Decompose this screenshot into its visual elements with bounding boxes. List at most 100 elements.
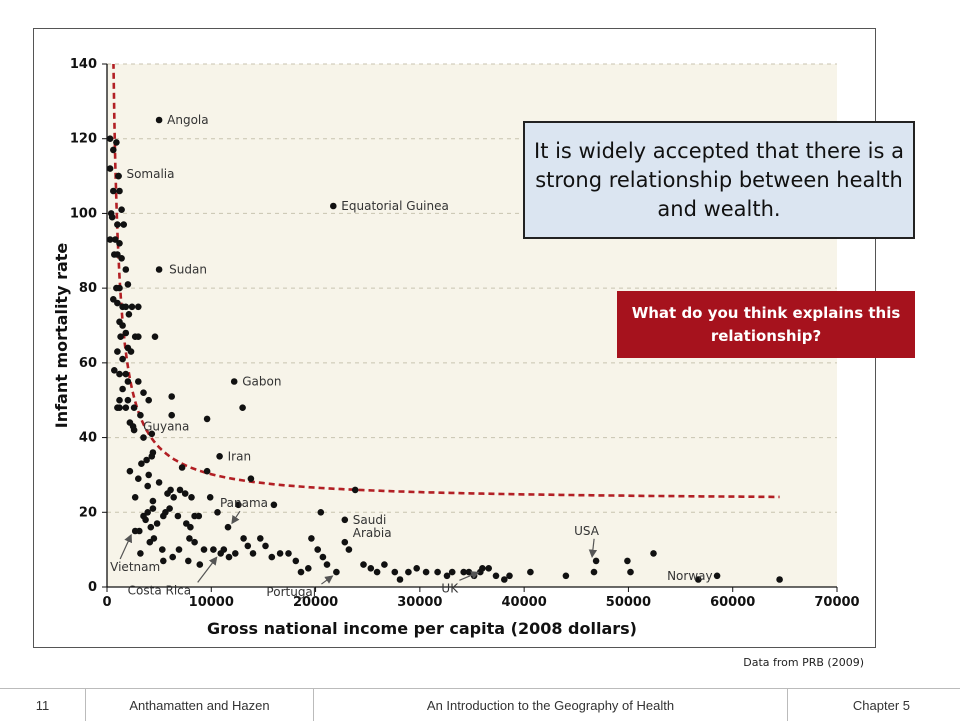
data-point xyxy=(119,355,126,363)
labeled-point xyxy=(341,516,349,524)
x-tick-label: 60000 xyxy=(710,595,755,610)
point-label: Panama xyxy=(220,496,268,510)
point-label: Somalia xyxy=(126,167,174,181)
data-point xyxy=(140,389,147,397)
data-point xyxy=(170,494,177,501)
labeled-point xyxy=(330,202,337,210)
footer-book-title: An Introduction to the Geography of Heal… xyxy=(314,689,788,721)
data-point xyxy=(125,311,133,318)
data-point xyxy=(448,568,456,576)
point-label: USA xyxy=(574,524,600,538)
data-point xyxy=(244,542,252,550)
data-point xyxy=(138,460,145,468)
annotation-arrow xyxy=(321,575,334,585)
point-label: Guyana xyxy=(143,419,189,433)
data-point xyxy=(285,550,292,557)
data-point xyxy=(367,565,375,572)
point-annotations: Angola Somalia Equatorial Guinea Sudan Gabon… xyxy=(110,113,712,599)
data-point xyxy=(268,553,276,561)
data-point xyxy=(203,415,211,423)
point-label: Saudi xyxy=(353,513,387,527)
data-point xyxy=(196,561,204,568)
labeled-point xyxy=(216,453,223,460)
data-point xyxy=(422,568,430,576)
data-point xyxy=(276,550,284,557)
data-point xyxy=(314,546,322,553)
labeled-point xyxy=(479,565,486,572)
data-point xyxy=(130,404,138,412)
data-point xyxy=(501,576,508,583)
data-point xyxy=(650,550,657,557)
question-box: What do you think explains this relation… xyxy=(617,291,915,358)
data-point xyxy=(114,251,121,258)
data-point xyxy=(506,572,513,580)
data-point xyxy=(147,523,155,531)
data-point xyxy=(122,266,130,273)
data-point xyxy=(297,568,305,576)
point-label: Vietnam xyxy=(110,560,160,574)
data-point xyxy=(113,139,120,146)
point-label: Iran xyxy=(228,449,251,463)
data-point xyxy=(144,482,151,490)
data-point xyxy=(391,568,399,576)
data-point xyxy=(155,479,163,486)
data-point xyxy=(114,299,121,307)
labeled-point xyxy=(333,568,340,576)
data-point xyxy=(160,557,167,565)
y-tick-label: 40 xyxy=(79,431,97,446)
data-point xyxy=(149,505,157,512)
data-point xyxy=(127,348,135,355)
data-point xyxy=(624,557,631,565)
x-tick-label: 20000 xyxy=(293,595,338,610)
data-point xyxy=(187,523,194,531)
data-point xyxy=(247,475,255,483)
data-point xyxy=(143,456,150,464)
data-point xyxy=(341,538,349,546)
data-point xyxy=(166,505,173,512)
data-point xyxy=(137,411,144,419)
data-point xyxy=(492,572,500,580)
source-note: Data from PRB (2009) xyxy=(743,656,864,669)
data-point xyxy=(181,490,189,497)
point-label: Portugal xyxy=(266,585,316,599)
data-point xyxy=(185,557,192,565)
data-point xyxy=(116,240,123,247)
data-point xyxy=(210,546,217,553)
labeled-point xyxy=(713,572,721,580)
data-point xyxy=(117,333,124,341)
footer-authors: Anthamatten and Hazen xyxy=(86,689,314,721)
data-point xyxy=(235,501,242,509)
data-point xyxy=(214,509,221,516)
x-tick-label: 10000 xyxy=(189,595,234,610)
data-point xyxy=(562,572,570,580)
labeled-point xyxy=(131,527,139,535)
data-point xyxy=(206,494,214,501)
data-point xyxy=(186,535,193,542)
point-label: Sudan xyxy=(169,262,207,276)
data-point xyxy=(149,497,157,505)
point-label: Gabon xyxy=(242,375,281,389)
data-point xyxy=(225,553,233,561)
data-point xyxy=(527,568,534,576)
question-text: What do you think explains this relation… xyxy=(631,303,901,345)
data-point xyxy=(146,538,154,546)
callout-text: It is widely accepted that there is a st… xyxy=(534,138,904,221)
x-tick-label: 30000 xyxy=(397,595,442,610)
data-point xyxy=(590,568,598,576)
point-label: Norway xyxy=(667,569,713,583)
data-point xyxy=(373,568,381,576)
labeled-point xyxy=(115,172,122,180)
data-point xyxy=(122,303,130,311)
data-point xyxy=(405,568,412,576)
data-point xyxy=(323,561,331,568)
trend-line xyxy=(112,64,780,499)
data-point xyxy=(485,565,493,572)
data-point xyxy=(169,553,176,561)
labeled-point xyxy=(224,523,232,531)
data-point xyxy=(176,486,184,494)
data-point xyxy=(142,516,149,524)
data-point xyxy=(776,576,783,583)
annotation-arrow xyxy=(197,556,218,583)
trend-layer xyxy=(112,64,780,499)
